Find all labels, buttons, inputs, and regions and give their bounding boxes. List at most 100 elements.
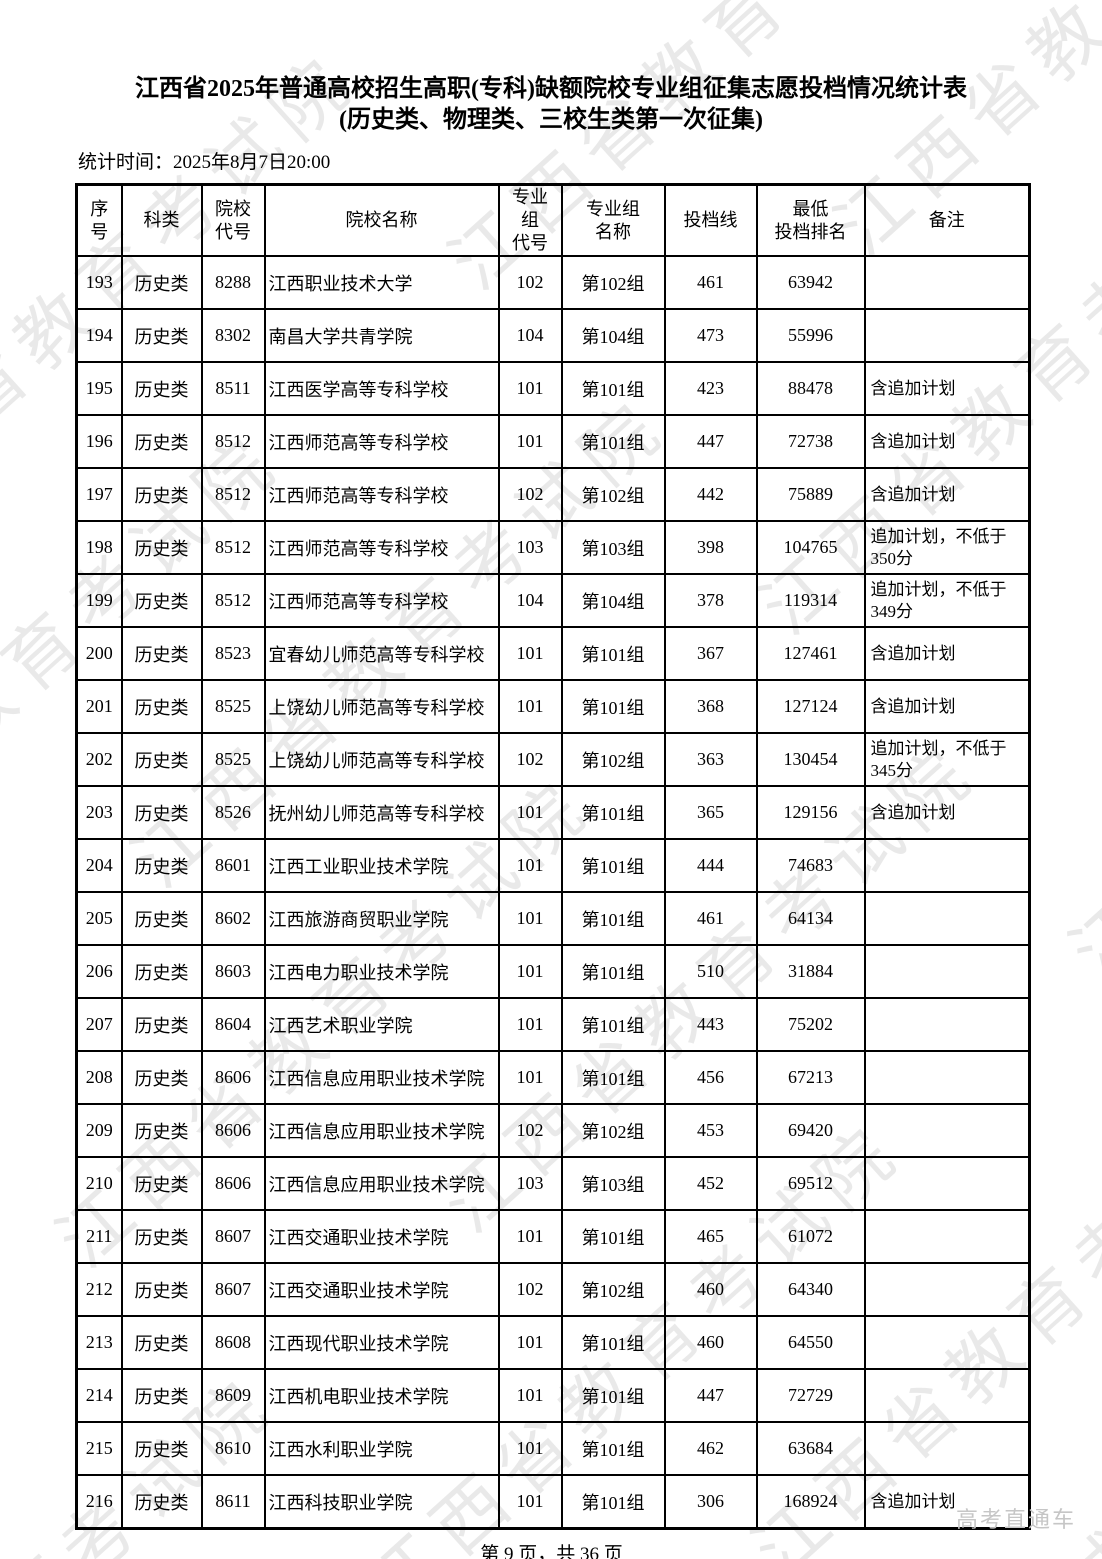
cell-seq: 200 xyxy=(75,626,123,681)
cell-group-code: 101 xyxy=(497,1474,563,1530)
cell-college-code: 8609 xyxy=(200,1368,266,1423)
cell-cutoff-score: 462 xyxy=(663,1421,758,1476)
cell-remark xyxy=(863,1050,1031,1105)
table-row: 205 历史类 8602 江西旅游商贸职业学院 101 第101组 461 64134 xyxy=(75,891,1031,946)
cell-college-code: 8601 xyxy=(200,838,266,893)
cell-remark xyxy=(863,1103,1031,1158)
cell-seq: 193 xyxy=(75,255,123,310)
cell-college-name: 江西师范高等专科学校 xyxy=(263,414,500,469)
cell-seq: 214 xyxy=(75,1368,123,1423)
cell-cutoff-score: 461 xyxy=(663,255,758,310)
cell-min-rank: 64550 xyxy=(755,1315,866,1370)
cell-group-name: 第101组 xyxy=(560,1209,666,1264)
cell-category: 历史类 xyxy=(120,944,203,999)
cell-college-code: 8526 xyxy=(200,785,266,840)
cell-college-code: 8523 xyxy=(200,626,266,681)
cell-college-code: 8602 xyxy=(200,891,266,946)
cell-seq: 205 xyxy=(75,891,123,946)
cell-group-code: 102 xyxy=(497,732,563,787)
cell-min-rank: 127124 xyxy=(755,679,866,734)
cell-group-name: 第102组 xyxy=(560,1103,666,1158)
cell-category: 历史类 xyxy=(120,679,203,734)
cell-cutoff-score: 363 xyxy=(663,732,758,787)
cell-cutoff-score: 460 xyxy=(663,1262,758,1317)
cell-group-name: 第102组 xyxy=(560,467,666,522)
cell-category: 历史类 xyxy=(120,1474,203,1530)
cell-seq: 208 xyxy=(75,1050,123,1105)
table-row: 206 历史类 8603 江西电力职业技术学院 101 第101组 510 31884 xyxy=(75,944,1031,999)
cell-college-name: 江西信息应用职业技术学院 xyxy=(263,1156,500,1211)
cell-remark xyxy=(863,1315,1031,1370)
cell-college-code: 8525 xyxy=(200,679,266,734)
cell-group-code: 101 xyxy=(497,1315,563,1370)
table-row: 214 历史类 8609 江西机电职业技术学院 101 第101组 447 72729 xyxy=(75,1368,1031,1423)
cell-remark: 追加计划，不低于349分 xyxy=(863,573,1031,628)
cell-category: 历史类 xyxy=(120,891,203,946)
cell-group-code: 104 xyxy=(497,308,563,363)
cell-cutoff-score: 447 xyxy=(663,414,758,469)
cell-college-name: 江西科技职业学院 xyxy=(263,1474,500,1530)
cell-min-rank: 72729 xyxy=(755,1368,866,1423)
table-row: 216 历史类 8611 江西科技职业学院 101 第101组 306 168924 含追加计划 xyxy=(75,1474,1031,1530)
cell-group-code: 104 xyxy=(497,573,563,628)
table-row: 215 历史类 8610 江西水利职业学院 101 第101组 462 63684 xyxy=(75,1421,1031,1476)
cell-group-name: 第102组 xyxy=(560,255,666,310)
cell-college-code: 8606 xyxy=(200,1156,266,1211)
cell-seq: 215 xyxy=(75,1421,123,1476)
column-header: 投档线 xyxy=(663,183,758,257)
cell-remark: 含追加计划 xyxy=(863,679,1031,734)
cell-college-code: 8608 xyxy=(200,1315,266,1370)
cell-college-name: 江西工业职业技术学院 xyxy=(263,838,500,893)
table-row: 198 历史类 8512 江西师范高等专科学校 103 第103组 398 104765 追加计… xyxy=(75,520,1031,575)
cell-category: 历史类 xyxy=(120,414,203,469)
cell-cutoff-score: 444 xyxy=(663,838,758,893)
cell-min-rank: 63942 xyxy=(755,255,866,310)
cell-seq: 194 xyxy=(75,308,123,363)
cell-group-code: 102 xyxy=(497,467,563,522)
cell-cutoff-score: 510 xyxy=(663,944,758,999)
cell-college-name: 抚州幼儿师范高等专科学校 xyxy=(263,785,500,840)
cell-category: 历史类 xyxy=(120,732,203,787)
cell-min-rank: 64340 xyxy=(755,1262,866,1317)
cell-remark xyxy=(863,1262,1031,1317)
column-header: 院校名称 xyxy=(263,183,500,257)
cell-college-name: 江西现代职业技术学院 xyxy=(263,1315,500,1370)
cell-group-name: 第101组 xyxy=(560,679,666,734)
cell-min-rank: 130454 xyxy=(755,732,866,787)
cell-cutoff-score: 368 xyxy=(663,679,758,734)
cell-min-rank: 168924 xyxy=(755,1474,866,1530)
column-header: 院校 代号 xyxy=(200,183,266,257)
cell-college-code: 8512 xyxy=(200,520,266,575)
cell-cutoff-score: 453 xyxy=(663,1103,758,1158)
results-table: 序号 科类 院校 代号 院校名称 专业组 代号 专业组 名称 投档线 最低 投档排名 备注 19… xyxy=(75,183,1031,1530)
table-row: 193 历史类 8288 江西职业技术大学 102 第102组 461 63942 xyxy=(75,255,1031,310)
table-row: 196 历史类 8512 江西师范高等专科学校 101 第101组 447 72738 含追加计… xyxy=(75,414,1031,469)
cell-category: 历史类 xyxy=(120,838,203,893)
cell-group-code: 101 xyxy=(497,1209,563,1264)
page-title: 江西省2025年普通高校招生高职(专科)缺额院校专业组征集志愿投档情况统计表 (… xyxy=(0,0,1102,136)
cell-group-name: 第104组 xyxy=(560,573,666,628)
cell-college-name: 江西机电职业技术学院 xyxy=(263,1368,500,1423)
cell-group-name: 第101组 xyxy=(560,1050,666,1105)
cell-college-code: 8525 xyxy=(200,732,266,787)
cell-seq: 206 xyxy=(75,944,123,999)
cell-seq: 195 xyxy=(75,361,123,416)
cell-college-name: 江西师范高等专科学校 xyxy=(263,573,500,628)
cell-min-rank: 88478 xyxy=(755,361,866,416)
table-row: 197 历史类 8512 江西师范高等专科学校 102 第102组 442 75889 含追加计… xyxy=(75,467,1031,522)
cell-seq: 196 xyxy=(75,414,123,469)
cell-category: 历史类 xyxy=(120,467,203,522)
cell-remark xyxy=(863,1209,1031,1264)
table-row: 208 历史类 8606 江西信息应用职业技术学院 101 第101组 456 67213 xyxy=(75,1050,1031,1105)
cell-cutoff-score: 460 xyxy=(663,1315,758,1370)
table-row: 200 历史类 8523 宜春幼儿师范高等专科学校 101 第101组 367 127461 含… xyxy=(75,626,1031,681)
cell-college-name: 江西信息应用职业技术学院 xyxy=(263,1103,500,1158)
cell-group-name: 第101组 xyxy=(560,997,666,1052)
cell-remark xyxy=(863,255,1031,310)
cell-remark xyxy=(863,838,1031,893)
cell-remark xyxy=(863,1368,1031,1423)
cell-cutoff-score: 398 xyxy=(663,520,758,575)
cell-cutoff-score: 456 xyxy=(663,1050,758,1105)
cell-min-rank: 63684 xyxy=(755,1421,866,1476)
cell-group-code: 103 xyxy=(497,520,563,575)
